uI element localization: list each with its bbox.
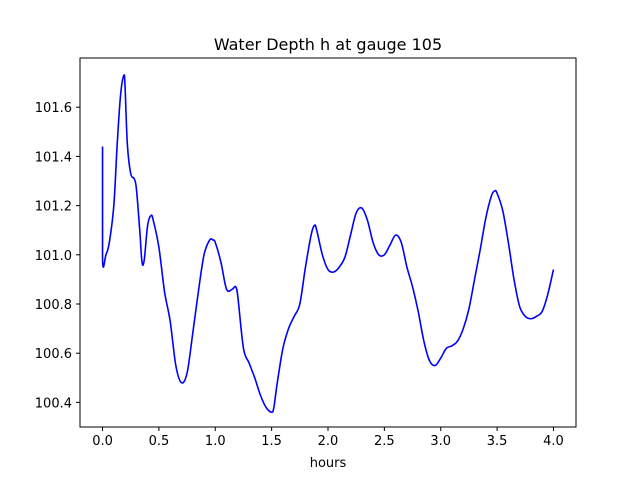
- y-tick-label: 100.8: [35, 298, 72, 313]
- y-tick-label: 100.4: [35, 396, 72, 411]
- x-tick-label: 2.0: [318, 434, 339, 449]
- x-tick-label: 1.5: [261, 434, 282, 449]
- series-line-0: [101, 74, 555, 414]
- x-axis-label: hours: [310, 456, 347, 471]
- y-tick-label: 101.4: [35, 150, 72, 165]
- y-tick-label: 100.6: [35, 347, 72, 362]
- axes-frame: [79, 57, 577, 428]
- x-tick-label: 1.0: [205, 434, 226, 449]
- y-axis: 100.4 100.6 100.8 101.0 101.2 101.4 101.6: [35, 101, 80, 411]
- x-tick-label: 2.5: [374, 434, 395, 449]
- x-tick-label: 4.0: [543, 434, 564, 449]
- x-axis: 0.0 0.5 1.0 1.5 2.0 2.5 3.0 3.5 4.0: [92, 427, 564, 449]
- y-tick-label: 101.6: [35, 101, 72, 116]
- x-tick-label: 0.0: [92, 434, 113, 449]
- chart-title: Water Depth h at gauge 105: [214, 35, 442, 54]
- y-tick-label: 101.0: [35, 249, 72, 264]
- y-tick-label: 101.2: [35, 200, 72, 215]
- x-tick-label: 3.0: [430, 434, 451, 449]
- plot-area: [101, 74, 555, 414]
- x-tick-label: 3.5: [487, 434, 508, 449]
- x-tick-label: 0.5: [149, 434, 170, 449]
